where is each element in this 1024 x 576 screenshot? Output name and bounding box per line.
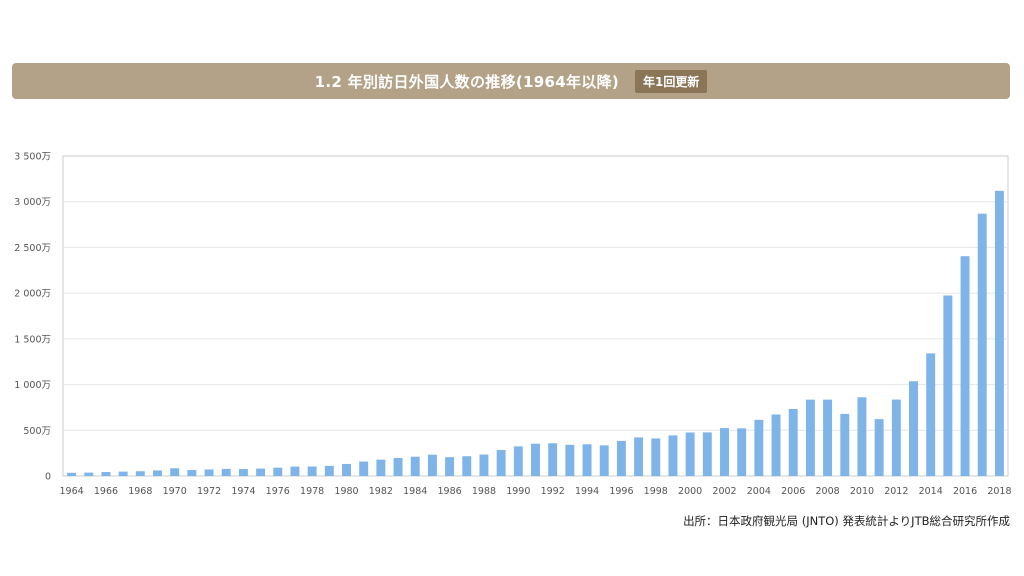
x-tick-label: 1974	[231, 486, 255, 497]
bar	[273, 467, 283, 476]
x-tick-label: 1978	[300, 486, 324, 497]
y-tick-label: 2 500万	[14, 243, 51, 254]
bar	[788, 408, 798, 476]
bar	[599, 445, 609, 476]
bar	[221, 468, 231, 476]
x-tick-label: 1970	[163, 486, 187, 497]
bar	[410, 456, 420, 476]
bar	[909, 381, 918, 476]
bar	[118, 471, 128, 476]
bar	[616, 440, 626, 476]
x-tick-label: 1994	[575, 486, 599, 497]
bar	[754, 419, 764, 476]
x-tick-label: 1992	[541, 486, 565, 497]
bar	[771, 414, 781, 476]
bar	[582, 444, 592, 476]
x-tick-label: 2008	[815, 486, 839, 497]
bar	[685, 432, 695, 476]
bar	[702, 432, 712, 476]
y-tick-label: 500万	[23, 426, 51, 437]
update-frequency-badge: 年1回更新	[635, 69, 708, 93]
x-tick-label: 1998	[644, 486, 668, 497]
bar	[805, 399, 815, 476]
bar	[238, 469, 248, 476]
y-tick-label: 3 500万	[14, 152, 51, 163]
bar	[531, 443, 540, 476]
x-tick-label: 2000	[678, 486, 702, 497]
x-tick-label: 1996	[609, 486, 633, 497]
bar	[479, 454, 489, 476]
bar	[977, 213, 987, 477]
x-tick-label: 1968	[128, 486, 152, 497]
bar	[187, 469, 197, 476]
bar	[891, 399, 901, 476]
x-tick-label: 1966	[94, 486, 118, 497]
bar	[393, 457, 403, 476]
bar	[496, 450, 506, 476]
bar	[926, 353, 936, 476]
bar	[857, 397, 867, 476]
bar	[359, 461, 369, 476]
bar	[170, 468, 180, 476]
x-tick-label: 1984	[403, 486, 427, 497]
bar	[720, 428, 729, 476]
bar	[135, 471, 145, 476]
x-tick-label: 2004	[747, 486, 771, 497]
bar	[342, 463, 351, 476]
bar	[840, 413, 850, 476]
source-note: 出所：日本政府観光局 (JNTO) 発表統計よりJTB総合研究所作成	[683, 514, 1010, 528]
bar	[634, 437, 644, 476]
y-tick-label: 2 000万	[14, 289, 51, 300]
x-tick-label: 2016	[953, 486, 977, 497]
bar	[651, 438, 661, 476]
y-tick-label: 1 500万	[14, 334, 51, 345]
x-tick-label: 1964	[59, 486, 83, 497]
x-tick-label: 2012	[884, 486, 908, 497]
bar	[204, 469, 214, 476]
bar	[445, 457, 455, 476]
y-tick-label: 1 000万	[14, 380, 51, 391]
bar	[565, 444, 575, 476]
bar	[290, 466, 300, 476]
bar	[376, 459, 386, 476]
x-tick-label: 1982	[369, 486, 393, 497]
y-tick-label: 3 000万	[14, 197, 51, 208]
x-tick-label: 1990	[506, 486, 530, 497]
bar	[427, 454, 437, 476]
bar	[994, 190, 1004, 476]
bar	[153, 470, 162, 476]
bar	[513, 446, 523, 476]
x-tick-label: 2006	[781, 486, 805, 497]
bar	[67, 472, 77, 476]
x-tick-label: 1972	[197, 486, 221, 497]
bar	[668, 435, 678, 476]
x-tick-label: 1986	[437, 486, 461, 497]
chart-title-banner: 1.2 年別訪日外国人数の推移(1964年以降) 年1回更新	[12, 63, 1010, 99]
bar	[874, 419, 884, 476]
bar	[943, 295, 953, 476]
x-tick-label: 1976	[266, 486, 290, 497]
chart-title: 1.2 年別訪日外国人数の推移(1964年以降)	[314, 72, 620, 91]
x-tick-label: 1980	[334, 486, 358, 497]
x-tick-label: 1988	[472, 486, 496, 497]
x-tick-label: 2010	[850, 486, 874, 497]
x-tick-label: 2014	[919, 486, 943, 497]
bar	[307, 466, 317, 476]
bar	[101, 472, 111, 476]
x-tick-label: 2018	[987, 486, 1011, 497]
bar	[960, 256, 970, 476]
bar	[823, 399, 833, 476]
bar	[737, 428, 747, 476]
bar	[84, 472, 94, 476]
bar	[256, 468, 266, 476]
bar	[548, 443, 558, 476]
bar	[462, 456, 472, 476]
x-tick-label: 2002	[712, 486, 736, 497]
bar	[324, 465, 334, 476]
y-tick-label: 0	[45, 472, 51, 483]
